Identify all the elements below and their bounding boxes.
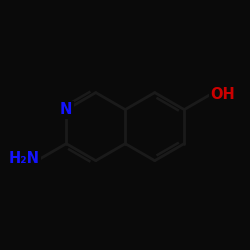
Text: H₂N: H₂N bbox=[9, 152, 40, 166]
Text: OH: OH bbox=[211, 87, 236, 102]
Text: N: N bbox=[60, 102, 72, 117]
